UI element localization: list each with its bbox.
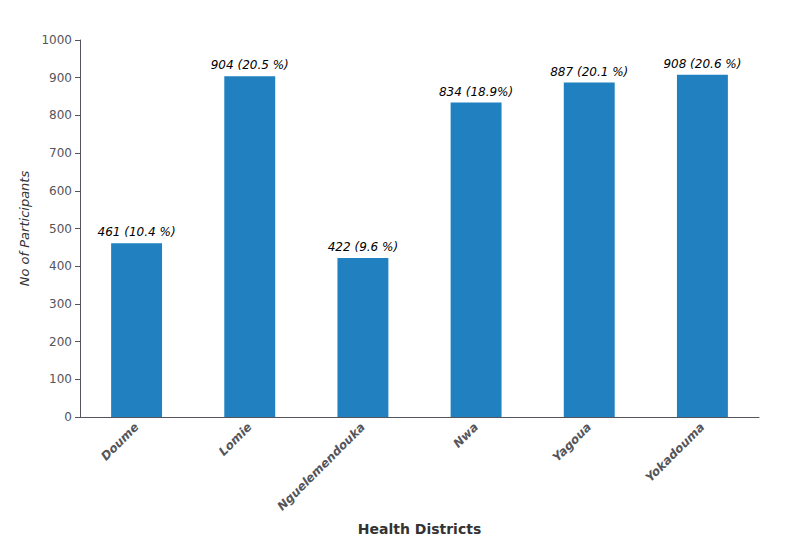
svg-text:422 (9.6 %): 422 (9.6 %) <box>328 240 398 254</box>
svg-text:500: 500 <box>49 222 72 236</box>
svg-text:908 (20.6 %): 908 (20.6 %) <box>663 57 741 71</box>
svg-text:1000: 1000 <box>41 33 72 47</box>
svg-text:461 (10.4 %): 461 (10.4 %) <box>98 225 176 239</box>
svg-text:834 (18.9%): 834 (18.9%) <box>439 85 513 99</box>
svg-text:800: 800 <box>49 108 72 122</box>
svg-text:Health Districts: Health Districts <box>358 521 481 537</box>
svg-text:Doume: Doume <box>98 420 141 463</box>
svg-text:0: 0 <box>64 410 72 424</box>
svg-text:Yokadouma: Yokadouma <box>643 420 708 485</box>
svg-text:900: 900 <box>49 71 72 85</box>
svg-text:300: 300 <box>49 297 72 311</box>
svg-text:200: 200 <box>49 335 72 349</box>
svg-text:No of Participants: No of Participants <box>17 171 32 287</box>
svg-text:700: 700 <box>49 146 72 160</box>
svg-text:100: 100 <box>49 372 72 386</box>
svg-text:Nguelemendouka: Nguelemendouka <box>274 420 367 513</box>
svg-text:400: 400 <box>49 259 72 273</box>
svg-text:904 (20.5 %): 904 (20.5 %) <box>211 58 289 72</box>
svg-text:Yagoua: Yagoua <box>550 420 594 464</box>
svg-text:600: 600 <box>49 184 72 198</box>
svg-text:887 (20.1 %): 887 (20.1 %) <box>550 65 628 79</box>
svg-text:Nwa: Nwa <box>450 420 481 451</box>
svg-text:Lomie: Lomie <box>216 420 255 459</box>
